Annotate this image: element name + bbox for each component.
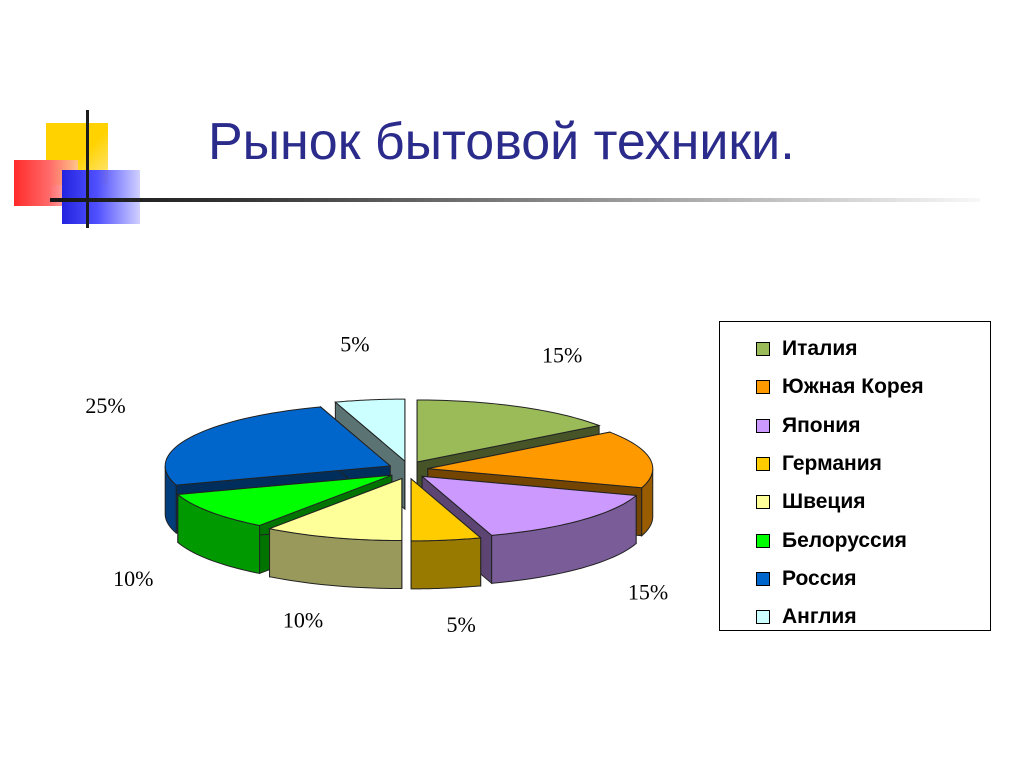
legend-item: Белоруссия [756, 521, 990, 559]
legend-item: Англия [756, 598, 990, 636]
pie-data-label-4: 5% [446, 612, 475, 637]
legend-swatch [756, 495, 770, 510]
legend-swatch [756, 571, 770, 586]
pie-data-label-8: 5% [340, 331, 369, 356]
legend-label: Англия [782, 605, 857, 629]
pie-data-label-3: 15% [628, 580, 668, 605]
legend-swatch [756, 380, 770, 395]
decor-vertical-line [86, 110, 89, 228]
legend-swatch [756, 457, 770, 472]
legend-item: Италия [756, 330, 990, 368]
legend-item: Германия [756, 445, 990, 483]
slide-title: Рынок бытовой техники. [208, 113, 795, 171]
legend-label: Южная Корея [782, 375, 924, 399]
legend-label: Япония [782, 413, 861, 437]
legend-item: Япония [756, 407, 990, 445]
legend-swatch [756, 418, 770, 433]
legend-label: Германия [782, 452, 882, 476]
legend-label: Белоруссия [782, 528, 907, 552]
pie-data-label-6: 10% [113, 566, 153, 591]
legend-label: Швеция [782, 490, 866, 514]
title-underline [50, 198, 980, 202]
pie-data-label-1: 15% [542, 343, 582, 368]
legend-label: Италия [782, 337, 858, 361]
legend-item: Россия [756, 560, 990, 598]
pie-data-label-7: 25% [85, 393, 125, 418]
legend-swatch [756, 610, 770, 625]
pie-slice-4 [410, 477, 482, 590]
pie-data-label-5: 10% [283, 608, 323, 633]
legend-item: Швеция [756, 483, 990, 521]
chart-legend: Италия Южная Корея Япония Германия Швеция Бел… [719, 321, 991, 631]
pie-slice-3 [420, 475, 638, 585]
decor-blue-square [62, 170, 140, 224]
legend-label: Россия [782, 566, 857, 590]
legend-item: Южная Корея [756, 368, 990, 406]
pie-slice-5 [267, 477, 403, 590]
legend-swatch [756, 533, 770, 548]
legend-swatch [756, 342, 770, 357]
